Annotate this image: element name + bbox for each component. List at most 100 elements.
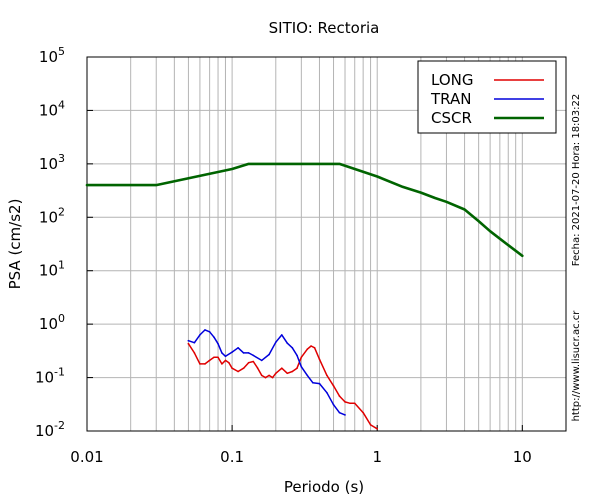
data-point-long: [275, 372, 277, 375]
x-tick-label: 0.1: [220, 448, 244, 466]
y-tick-label: 102: [39, 205, 65, 226]
data-point-long: [376, 428, 379, 430]
data-point-tran: [318, 382, 321, 385]
data-point-long: [199, 363, 201, 365]
data-point-long: [237, 370, 239, 373]
chart-title: SITIO: Rectoria: [269, 19, 380, 37]
data-point-cscr: [402, 186, 404, 188]
data-point-tran: [231, 351, 233, 353]
data-point-long: [306, 348, 309, 351]
data-point-long: [213, 356, 215, 359]
timestamp-label: Fecha: 2021-07-20 Hora: 18:03:22: [571, 94, 582, 267]
data-point-long: [369, 424, 372, 426]
data-point-tran: [326, 391, 328, 394]
data-point-long: [228, 361, 230, 364]
data-point-cscr: [86, 184, 88, 186]
legend-box: [417, 60, 557, 134]
data-point-tran: [260, 359, 263, 362]
data-point-long: [221, 363, 223, 365]
y-axis-title: PSA (cm/s2): [6, 199, 24, 290]
data-point-long: [310, 345, 312, 347]
data-point-long: [332, 385, 335, 387]
legend-label-tran: TRAN: [430, 90, 471, 108]
data-point-long: [231, 367, 233, 370]
data-point-long: [242, 367, 245, 370]
data-point-cscr: [434, 197, 436, 199]
data-point-tran: [213, 336, 215, 339]
data-point-long: [291, 370, 294, 373]
legend-label-cscr: CSCR: [431, 109, 472, 127]
data-point-tran: [281, 334, 283, 336]
legend-label-long: LONG: [431, 71, 473, 89]
data-point-long: [271, 376, 274, 379]
x-tick-label: 10: [513, 448, 532, 466]
series-line-long: [187, 342, 378, 430]
data-point-cscr: [445, 201, 448, 203]
data-point-long: [247, 361, 250, 364]
data-point-long: [338, 395, 341, 397]
data-point-tran: [242, 352, 245, 354]
data-point-long: [187, 342, 190, 345]
data-point-tran: [296, 354, 298, 357]
data-point-tran: [344, 414, 346, 416]
data-point-cscr: [155, 184, 157, 186]
y-tick-label: 104: [39, 98, 65, 119]
y-tick-label: 100: [39, 312, 65, 333]
data-point-tran: [338, 411, 341, 414]
data-point-long: [313, 347, 316, 349]
data-point-cscr: [247, 163, 250, 165]
data-point-cscr: [489, 230, 491, 232]
data-point-tran: [204, 329, 206, 331]
data-point-long: [224, 359, 227, 362]
data-point-long: [300, 356, 303, 359]
y-tick-label: 103: [39, 152, 65, 173]
data-point-tran: [268, 353, 270, 356]
data-point-long: [296, 367, 298, 370]
data-point-long: [318, 358, 321, 361]
series-layer: [85, 162, 524, 430]
data-point-long: [326, 374, 328, 377]
data-point-tran: [224, 355, 227, 358]
data-point-long: [252, 360, 255, 363]
data-point-tran: [275, 341, 277, 344]
data-point-long: [193, 352, 196, 354]
data-point-tran: [221, 352, 223, 354]
y-tick-label: 101: [39, 259, 65, 280]
data-point-cscr: [420, 191, 422, 194]
data-point-cscr: [477, 220, 480, 222]
x-tick-label: 0.01: [70, 448, 103, 466]
data-point-cscr: [463, 208, 466, 211]
data-point-long: [353, 402, 356, 405]
data-point-long: [260, 374, 263, 377]
y-axis: 10-2 10-1 100 101 102 103 104 105: [35, 45, 93, 440]
data-point-tran: [332, 403, 335, 406]
plot-frame: [86, 56, 567, 432]
data-point-long: [286, 372, 289, 375]
data-point-tran: [247, 352, 250, 354]
data-point-long: [204, 363, 206, 365]
data-point-tran: [193, 341, 196, 344]
data-point-tran: [217, 342, 219, 345]
data-point-cscr: [231, 168, 233, 170]
y-tick-label: 105: [39, 45, 65, 66]
data-point-tran: [306, 374, 309, 377]
data-point-long: [344, 401, 346, 403]
data-point-tran: [187, 339, 190, 342]
data-point-long: [217, 356, 219, 359]
data-point-tran: [237, 347, 239, 349]
data-point-long: [268, 374, 270, 377]
data-point-tran: [199, 334, 201, 336]
series-line-tran: [187, 329, 346, 416]
data-point-tran: [300, 365, 303, 368]
data-point-cscr: [507, 244, 510, 246]
data-point-tran: [312, 381, 314, 384]
data-point-cscr: [376, 175, 379, 178]
data-point-long: [264, 376, 267, 379]
data-point-tran: [208, 331, 211, 333]
data-point-tran: [252, 354, 255, 357]
data-point-long: [208, 359, 211, 362]
x-axis-title: Periodo (s): [284, 478, 364, 496]
x-tick-label: 1: [372, 448, 382, 466]
